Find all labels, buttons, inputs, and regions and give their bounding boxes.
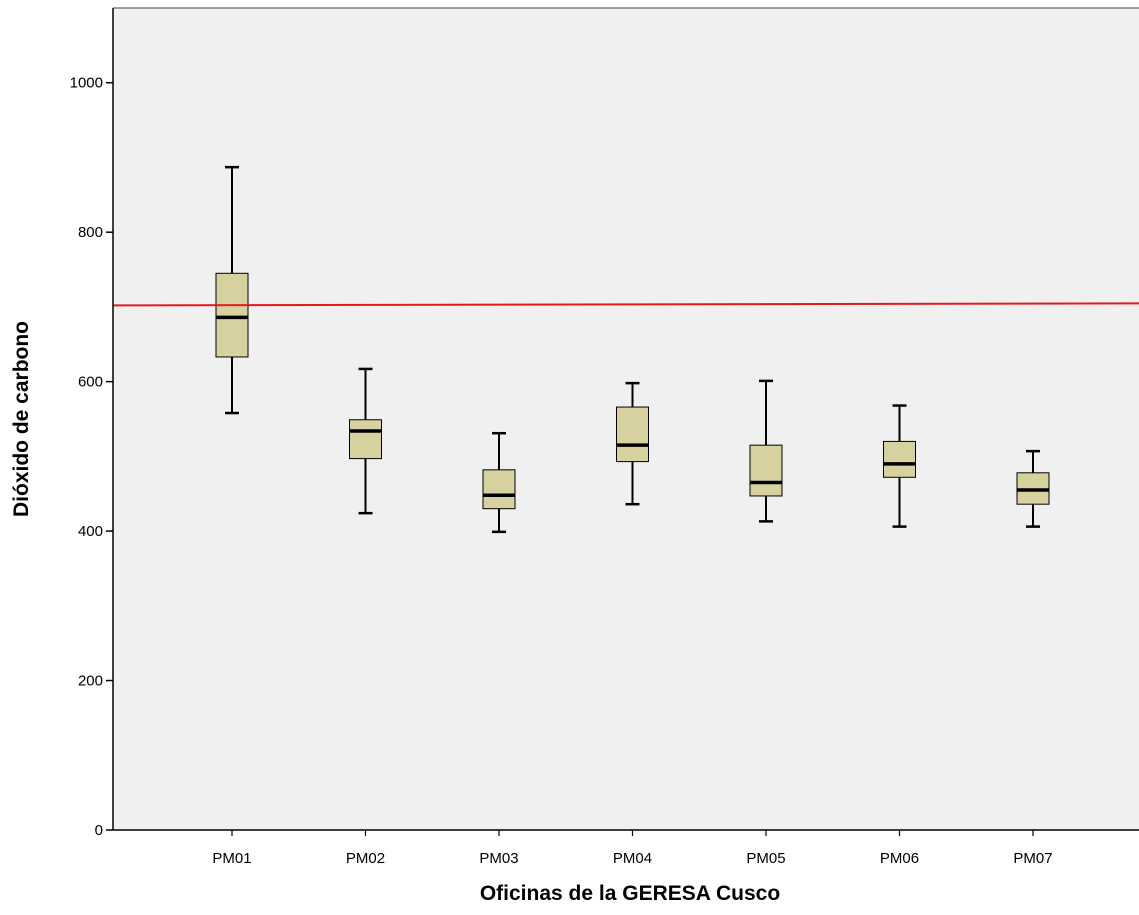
x-tick-label: PM07 bbox=[1013, 850, 1052, 867]
x-tick-label: PM05 bbox=[746, 850, 785, 867]
iqr-box bbox=[349, 419, 382, 460]
box-pm07 bbox=[1016, 449, 1050, 528]
x-tick-label: PM03 bbox=[479, 850, 518, 867]
iqr-box bbox=[616, 406, 649, 463]
y-tick-label: 1000 bbox=[70, 75, 103, 92]
x-tick-label: PM06 bbox=[880, 850, 919, 867]
box-pm06 bbox=[883, 404, 916, 528]
reference-line bbox=[112, 302, 1139, 307]
iqr-box bbox=[482, 469, 516, 510]
x-tick-label: PM04 bbox=[613, 850, 652, 867]
box-pm04 bbox=[616, 381, 649, 506]
box-pm02 bbox=[349, 367, 382, 515]
y-axis-title: Dióxido de carbono bbox=[10, 321, 33, 517]
y-tick-label: 800 bbox=[78, 224, 103, 241]
x-tick-label: PM01 bbox=[212, 850, 251, 867]
y-tick-label: 600 bbox=[78, 374, 103, 391]
iqr-box bbox=[749, 444, 783, 497]
iqr-box bbox=[215, 272, 249, 358]
box-pm01 bbox=[215, 165, 249, 415]
iqr-box bbox=[883, 440, 916, 478]
x-tick-label: PM02 bbox=[346, 850, 385, 867]
box-pm05 bbox=[749, 379, 783, 523]
box-pm03 bbox=[482, 431, 516, 534]
y-tick-label: 0 bbox=[95, 822, 103, 839]
x-axis-title: Oficinas de la GERESA Cusco bbox=[480, 882, 780, 905]
y-tick-label: 200 bbox=[78, 673, 103, 690]
y-tick-label: 400 bbox=[78, 523, 103, 540]
